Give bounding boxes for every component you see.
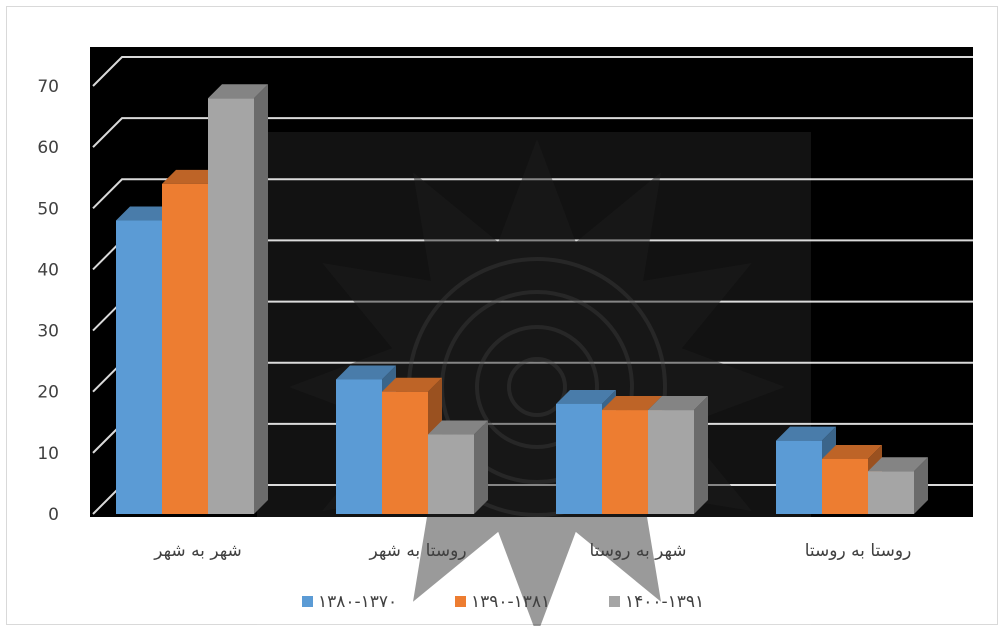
legend-entry: ۱۴۰۰-۱۳۹۱ [609,592,704,612]
legend: ۱۳۸۰-۱۳۷۰ ۱۳۹۰-۱۳۸۱ ۱۴۰۰-۱۳۹۱ [302,592,704,612]
y-tick-label: 30 [37,322,59,342]
legend-swatch [302,596,313,607]
y-tick-label: 20 [37,383,59,403]
gridline-60 [92,117,973,148]
y-tick-label: 10 [37,444,59,464]
bars [116,84,928,515]
legend-swatch [455,596,466,607]
bar-2-0 [208,84,268,514]
x-category-label: روستا به روستا [805,541,912,561]
gridline-50 [92,178,973,209]
legend-entry: ۱۳۸۰-۱۳۷۰ [302,592,397,612]
x-axis-category-labels: شهر به شهر روستا به شهر شهر به روستا روستا … [153,541,911,561]
x-category-label: شهر به شهر [153,541,242,561]
legend-label: ۱۳۹۰-۱۳۸۱ [471,592,550,612]
gridline-70 [92,56,973,87]
y-tick-label: 50 [37,199,59,219]
watermark-star [289,139,785,626]
y-tick-label: 0 [48,505,59,525]
y-tick-label: 40 [37,260,59,280]
legend-entry: ۱۳۹۰-۱۳۸۱ [455,592,550,612]
bar-2-2 [648,396,708,514]
y-tick-label: 60 [37,138,59,158]
chart-frame: 0 10 20 30 40 50 60 70 شهر به شهر روستا به شهر شه… [6,6,998,626]
y-tick-label: 70 [37,77,59,97]
bar-2-3 [868,457,928,514]
legend-swatch [609,596,620,607]
y-axis-tick-labels: 0 10 20 30 40 50 60 70 [37,77,59,525]
x-category-label: شهر به روستا [589,541,686,561]
legend-label: ۱۳۸۰-۱۳۷۰ [318,592,397,612]
legend-label: ۱۴۰۰-۱۳۹۱ [625,592,704,612]
watermark-ring [475,325,599,449]
x-category-label: روستا به شهر [368,541,466,561]
bar-2-1 [428,420,488,514]
watermark-ring [507,357,567,417]
